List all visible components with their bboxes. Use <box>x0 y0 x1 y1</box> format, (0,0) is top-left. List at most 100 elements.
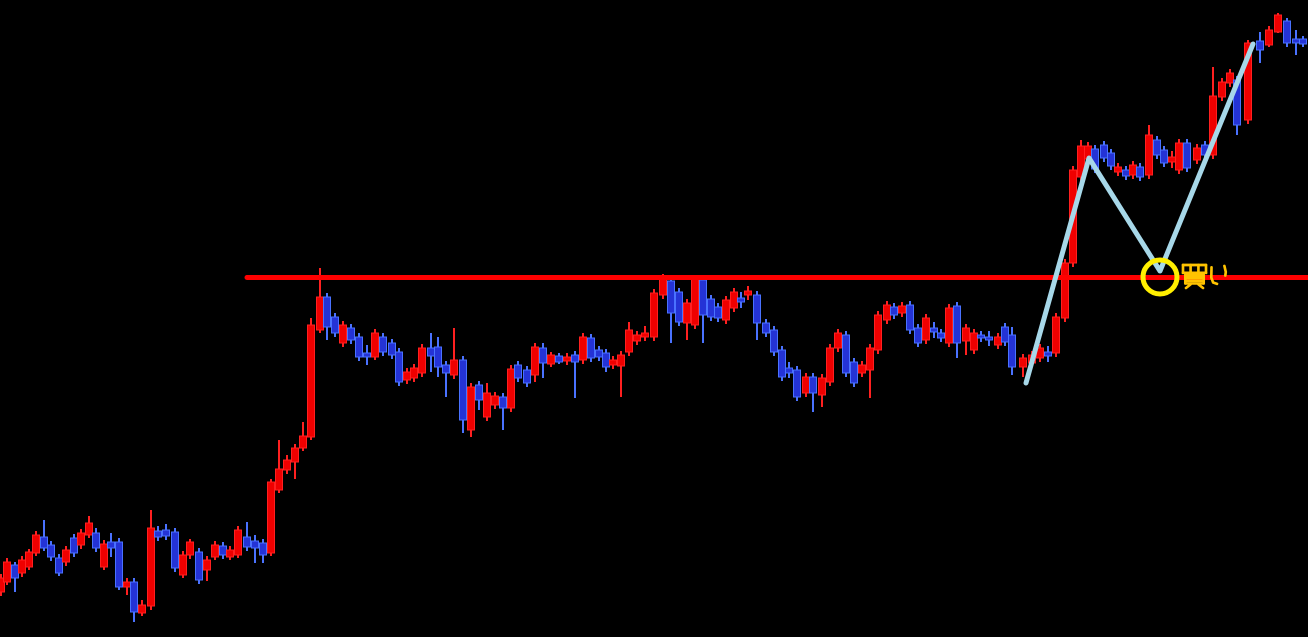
buy-label-glyph-stroke <box>1209 265 1219 286</box>
candle-body <box>898 305 906 314</box>
candle-body <box>434 346 442 368</box>
candle-body <box>450 359 458 376</box>
candle-body <box>1175 142 1183 171</box>
candle-body <box>1136 166 1144 178</box>
candle-body <box>203 559 211 571</box>
candle-body <box>514 364 522 379</box>
candle-body <box>1160 149 1168 164</box>
candle-body <box>906 304 914 331</box>
candle-body <box>633 334 641 342</box>
candle-body <box>85 522 93 536</box>
candle-body <box>659 277 667 296</box>
candle-body <box>609 359 617 366</box>
candle-body <box>18 559 26 574</box>
candle-body <box>467 386 475 431</box>
candle-body <box>483 392 491 418</box>
candle-body <box>1256 40 1264 51</box>
candle-body <box>363 352 371 358</box>
candle-body <box>123 581 131 588</box>
candle-body <box>1008 334 1016 368</box>
candle-body <box>251 540 259 549</box>
candle-body <box>491 395 499 406</box>
candle-body <box>953 305 961 344</box>
candle-body <box>219 545 227 556</box>
candle-body <box>531 346 539 376</box>
entry-zigzag-line <box>1023 41 1256 386</box>
candle-body <box>539 347 547 364</box>
buy-label: 買い <box>1181 263 1228 290</box>
candle-body <box>11 564 19 579</box>
candle-body <box>316 296 324 331</box>
candle-body <box>641 332 649 338</box>
candle-body <box>985 336 993 341</box>
candle-body <box>1001 326 1009 343</box>
candle-body <box>602 352 610 368</box>
candle-body <box>707 298 715 318</box>
candle-body <box>275 468 283 491</box>
candle-body <box>1019 357 1027 368</box>
candle-body <box>874 314 882 351</box>
candle-body <box>162 529 170 537</box>
candle-body <box>418 347 426 374</box>
candle-body <box>1153 139 1161 156</box>
candle-body <box>32 534 40 554</box>
candle-body <box>587 337 595 359</box>
candle-body <box>579 336 587 361</box>
candle-body <box>179 554 187 576</box>
candle-body <box>226 549 234 558</box>
candle-body <box>818 377 826 396</box>
candle-body <box>770 329 778 353</box>
candle-body <box>379 336 387 353</box>
candle-body <box>395 351 403 383</box>
candle-body <box>883 304 891 321</box>
candle-body <box>571 354 579 363</box>
candle-body <box>1100 144 1108 159</box>
candle-body <box>138 604 146 614</box>
candle-body <box>753 294 761 324</box>
candle-body <box>70 537 78 554</box>
candle-body <box>523 369 531 384</box>
candle-body <box>100 543 108 568</box>
buy-label-glyph-stroke <box>1223 264 1228 277</box>
candle-body <box>850 361 858 384</box>
candle-body <box>195 551 203 581</box>
candle-body <box>691 278 699 326</box>
candle-body <box>890 306 898 316</box>
candle-body <box>914 327 922 344</box>
candle-body <box>1193 147 1201 161</box>
candle-body <box>1061 262 1069 319</box>
candle-body <box>355 336 363 358</box>
candle-body <box>714 306 722 319</box>
candle-body <box>793 369 801 398</box>
candle-body <box>858 364 866 374</box>
candle-body <box>722 299 730 321</box>
candle-body <box>171 531 179 569</box>
candle-body <box>1129 164 1137 176</box>
candle-body <box>442 364 450 374</box>
candle-body <box>115 541 123 588</box>
candle-body <box>25 551 33 568</box>
candle-body <box>331 316 339 334</box>
candle-body <box>1218 81 1226 98</box>
candle-body <box>186 541 194 556</box>
candle-body <box>475 384 483 401</box>
candle-body <box>945 307 953 344</box>
candle-body <box>283 459 291 471</box>
candle-body <box>339 324 347 344</box>
candle-body <box>1299 38 1307 45</box>
candle-body <box>307 324 315 438</box>
candle-body <box>683 302 691 324</box>
candle-body <box>977 334 985 339</box>
candle-body <box>730 291 738 309</box>
candle-body <box>937 332 945 339</box>
candles-group <box>0 13 1307 622</box>
candle-body <box>842 334 850 374</box>
buy-label-glyph-stroke <box>1184 282 1192 290</box>
candle-body <box>744 290 752 296</box>
candle-body <box>699 279 707 316</box>
candle-body <box>243 536 251 548</box>
candle-body <box>499 396 507 409</box>
candle-body <box>3 561 11 583</box>
candle-body <box>675 291 683 323</box>
candle-body <box>299 435 307 449</box>
